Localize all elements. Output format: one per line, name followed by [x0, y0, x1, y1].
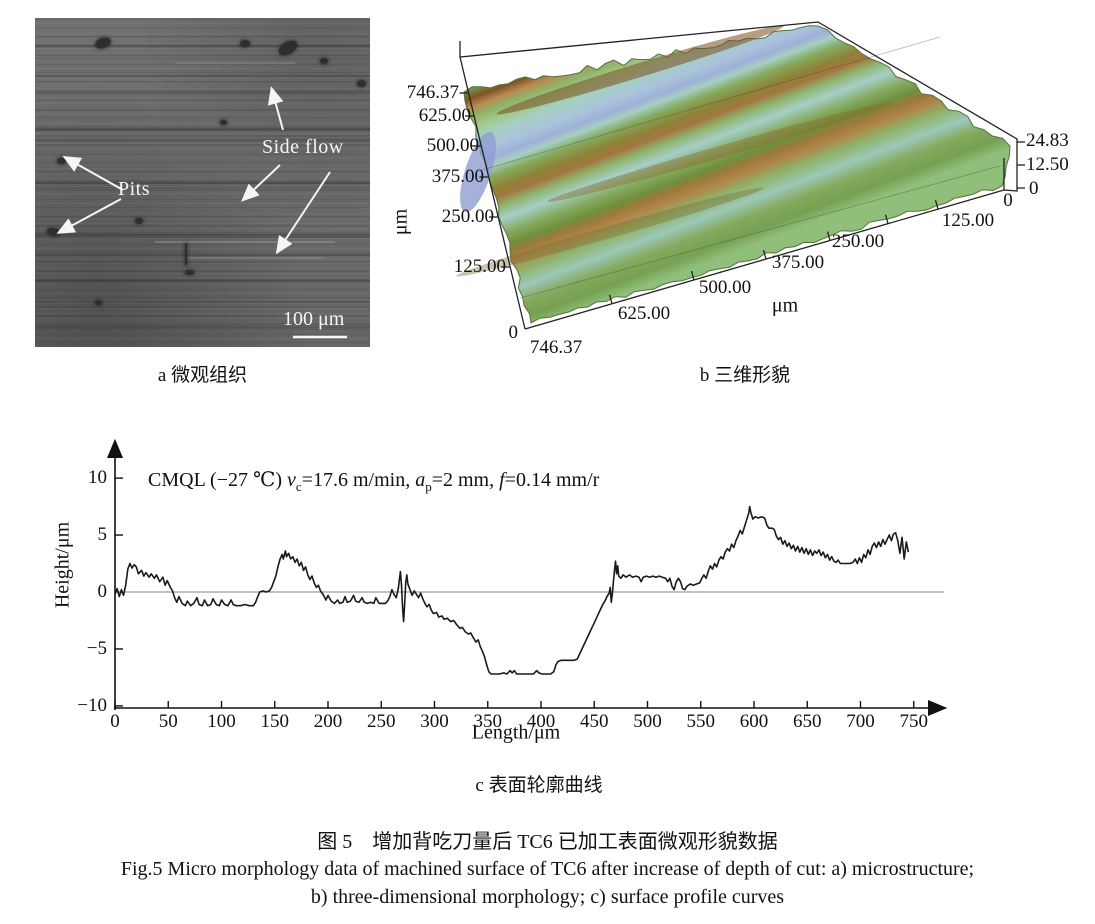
texture-line	[35, 58, 370, 59]
texture-line	[35, 186, 370, 187]
pits-arrow	[56, 198, 122, 234]
b-y-tick-label: 746.37	[406, 82, 459, 103]
c-y-tick-label: 0	[97, 581, 108, 602]
b-x-tick-label: 125.00	[941, 210, 995, 231]
pit-mark	[357, 80, 366, 87]
b-x-tick-label: 500.00	[698, 277, 752, 298]
c-y-tick-label: 5	[97, 524, 108, 546]
texture-line	[35, 128, 370, 131]
b-y-axis-unit: μm	[389, 208, 412, 236]
b-x-tick-label: 625.00	[617, 303, 671, 324]
c-x-tick-label: 150	[260, 711, 290, 732]
figure-caption-en-line2: b) three-dimensional morphology; c) surf…	[310, 886, 785, 908]
pit-mark	[220, 120, 227, 125]
c-x-tick-label: 750	[899, 711, 929, 732]
c-x-tick-label: 700	[846, 711, 875, 732]
b-x-axis-unit: μm	[771, 294, 799, 317]
sem-annotation-arrows	[56, 86, 347, 339]
texture-highlight	[185, 257, 325, 259]
pits-arrow	[62, 156, 124, 191]
c-y-tick-label: −10	[77, 694, 107, 716]
b-y-tick-label: 375.00	[431, 166, 484, 187]
c-x-tick-label: 100	[207, 711, 236, 732]
c-y-tick-label: 10	[88, 467, 107, 489]
figure-caption-zh: 图 5 增加背吃刀量后 TC6 已加工表面微观形貌数据	[317, 831, 778, 853]
c-y-axis-title: Height/μm	[51, 521, 74, 609]
b-x-tick-label: 250.00	[831, 231, 885, 252]
c-x-axis-title: Length/μm	[471, 721, 561, 744]
c-x-tick-label: 400	[526, 711, 556, 732]
c-x-tick-label: 50	[158, 711, 178, 732]
b-x-tick-label: 375.00	[771, 252, 825, 273]
side-flow-arrow	[241, 164, 281, 202]
b-y-tick-label: 0	[508, 322, 519, 343]
c-x-tick-label: 0	[110, 711, 120, 732]
pit-mark	[57, 158, 66, 164]
c-y-tick-label: −5	[86, 637, 107, 659]
pit-mark	[185, 270, 194, 275]
pit-mark	[95, 300, 102, 305]
c-x-tick-label: 450	[580, 711, 609, 732]
b-z-tick-label: 24.83	[1026, 130, 1069, 151]
caption-panel-a: a 微观组织	[157, 365, 248, 386]
texture-line	[35, 236, 370, 238]
texture-line	[35, 182, 370, 184]
b-y-tick-label: 500.00	[426, 135, 479, 156]
b-z-tick-label: 12.50	[1026, 154, 1069, 175]
b-y-tick-label: 250.00	[441, 206, 494, 227]
c-x-tick-label: 250	[367, 711, 396, 732]
pit-mark	[240, 40, 250, 47]
c-x-tick-label: 350	[473, 711, 503, 732]
pit-mark	[135, 218, 143, 224]
caption-panel-b: b 三维形貌	[699, 365, 791, 386]
caption-panel-c: c 表面轮廓曲线	[475, 775, 603, 796]
profile-curve	[114, 505, 910, 675]
figure-caption-en-line1: Fig.5 Micro morphology data of machined …	[120, 858, 975, 880]
texture-highlight	[175, 62, 295, 64]
b-y-tick-label: 125.00	[453, 256, 506, 277]
c-x-tick-label: 650	[793, 711, 822, 732]
texture-line	[35, 254, 370, 256]
side-flow-label: Side flow	[262, 136, 344, 158]
pit-mark	[320, 58, 328, 64]
c-x-tick-label: 300	[420, 711, 449, 732]
cutting-parameters-annotation: CMQL (−27 ℃) vc=17.6 m/min, ap=2 mm, f=0…	[148, 469, 600, 494]
b-y-tick-label: 625.00	[418, 105, 471, 126]
side-flow-arrow	[267, 86, 284, 131]
c-x-tick-label: 550	[686, 711, 716, 732]
b-x-tick-label: 746.37	[529, 337, 583, 358]
scratch-mark	[185, 243, 187, 265]
b-z-tick-label: 0	[1029, 178, 1039, 199]
surface-ridges	[456, 25, 1001, 299]
sem-micrograph: Pits Side flow 100 μm	[35, 18, 370, 347]
c-x-tick-label: 600	[739, 711, 769, 732]
scale-bar-label: 100 μm	[283, 308, 345, 330]
texture-line	[35, 301, 370, 303]
c-x-tick-label: 500	[633, 711, 662, 732]
b-x-tick-label: 0	[1003, 190, 1013, 211]
pits-label: Pits	[118, 178, 151, 200]
side-flow-arrow	[275, 171, 331, 255]
texture-line	[35, 110, 370, 111]
texture-line	[35, 323, 370, 324]
c-x-tick-label: 200	[313, 711, 343, 732]
texture-highlight	[155, 241, 335, 243]
texture-line	[35, 75, 370, 77]
